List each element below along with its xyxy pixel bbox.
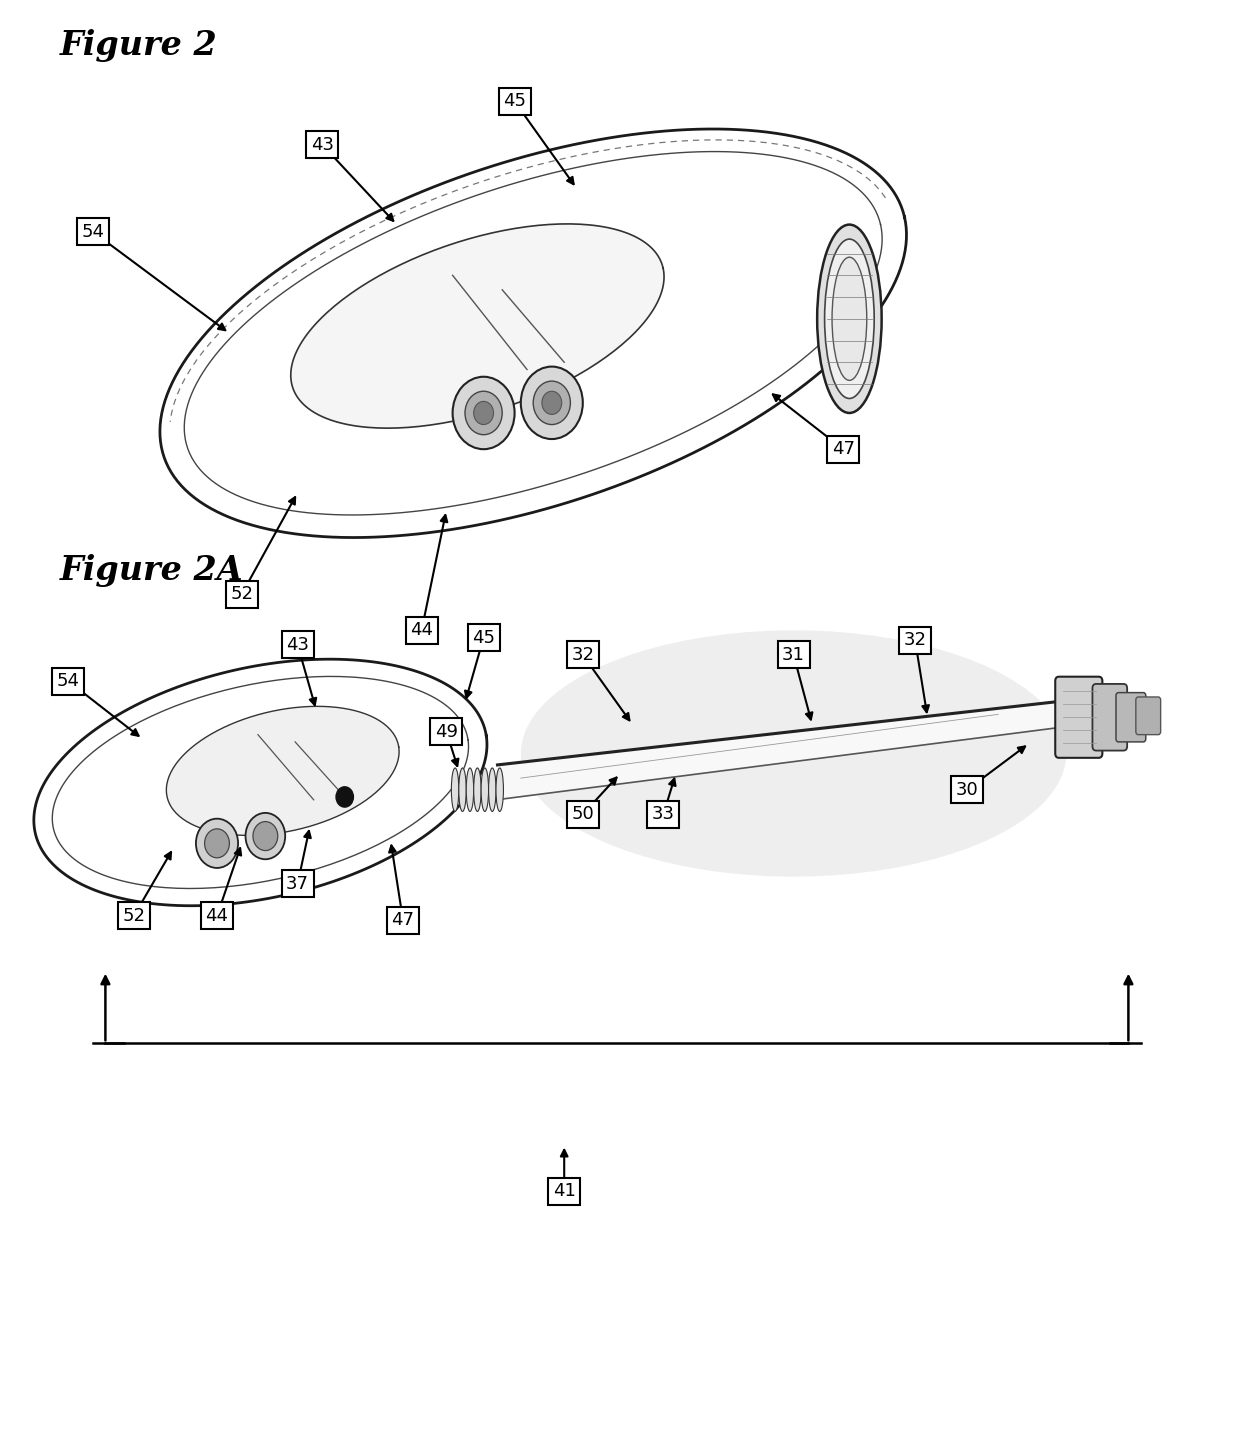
Ellipse shape [474,768,481,811]
Ellipse shape [459,768,466,811]
Circle shape [196,819,238,868]
Circle shape [542,391,562,414]
Ellipse shape [489,768,496,811]
Text: 52: 52 [231,585,253,603]
Text: 50: 50 [572,806,594,823]
Circle shape [336,787,353,807]
Text: 49: 49 [435,723,458,740]
Circle shape [533,381,570,425]
Text: 31: 31 [782,646,805,664]
FancyBboxPatch shape [1116,693,1146,742]
Polygon shape [521,630,1066,877]
Text: 47: 47 [832,440,854,458]
Text: 43: 43 [311,136,334,154]
FancyBboxPatch shape [1055,677,1102,758]
Circle shape [465,391,502,435]
Text: 32: 32 [572,646,594,664]
Text: 52: 52 [123,907,145,924]
Polygon shape [290,225,665,427]
Text: 41: 41 [553,1182,575,1200]
FancyBboxPatch shape [1092,684,1127,751]
Polygon shape [496,701,1060,800]
Text: 45: 45 [472,629,495,646]
Text: 44: 44 [206,907,228,924]
Circle shape [521,367,583,439]
Circle shape [246,813,285,859]
Ellipse shape [817,225,882,413]
Text: 54: 54 [57,672,79,690]
Text: 43: 43 [286,636,309,653]
Text: 47: 47 [392,911,414,929]
Text: 32: 32 [904,632,926,649]
Ellipse shape [451,768,459,811]
Text: 30: 30 [956,781,978,798]
Circle shape [453,377,515,449]
Circle shape [253,822,278,851]
Ellipse shape [481,768,489,811]
Ellipse shape [825,239,874,398]
FancyBboxPatch shape [1136,697,1161,735]
Ellipse shape [466,768,474,811]
Polygon shape [166,706,399,836]
Text: Figure 2A: Figure 2A [60,554,243,587]
Circle shape [474,401,494,425]
Text: 37: 37 [286,875,309,893]
Text: 44: 44 [410,622,433,639]
Circle shape [205,829,229,858]
Polygon shape [33,659,487,906]
Text: 33: 33 [652,806,675,823]
Text: 54: 54 [82,223,104,241]
Ellipse shape [832,258,867,381]
Ellipse shape [496,768,503,811]
Polygon shape [160,129,906,538]
Text: Figure 2: Figure 2 [60,29,217,62]
Text: 45: 45 [503,93,526,110]
